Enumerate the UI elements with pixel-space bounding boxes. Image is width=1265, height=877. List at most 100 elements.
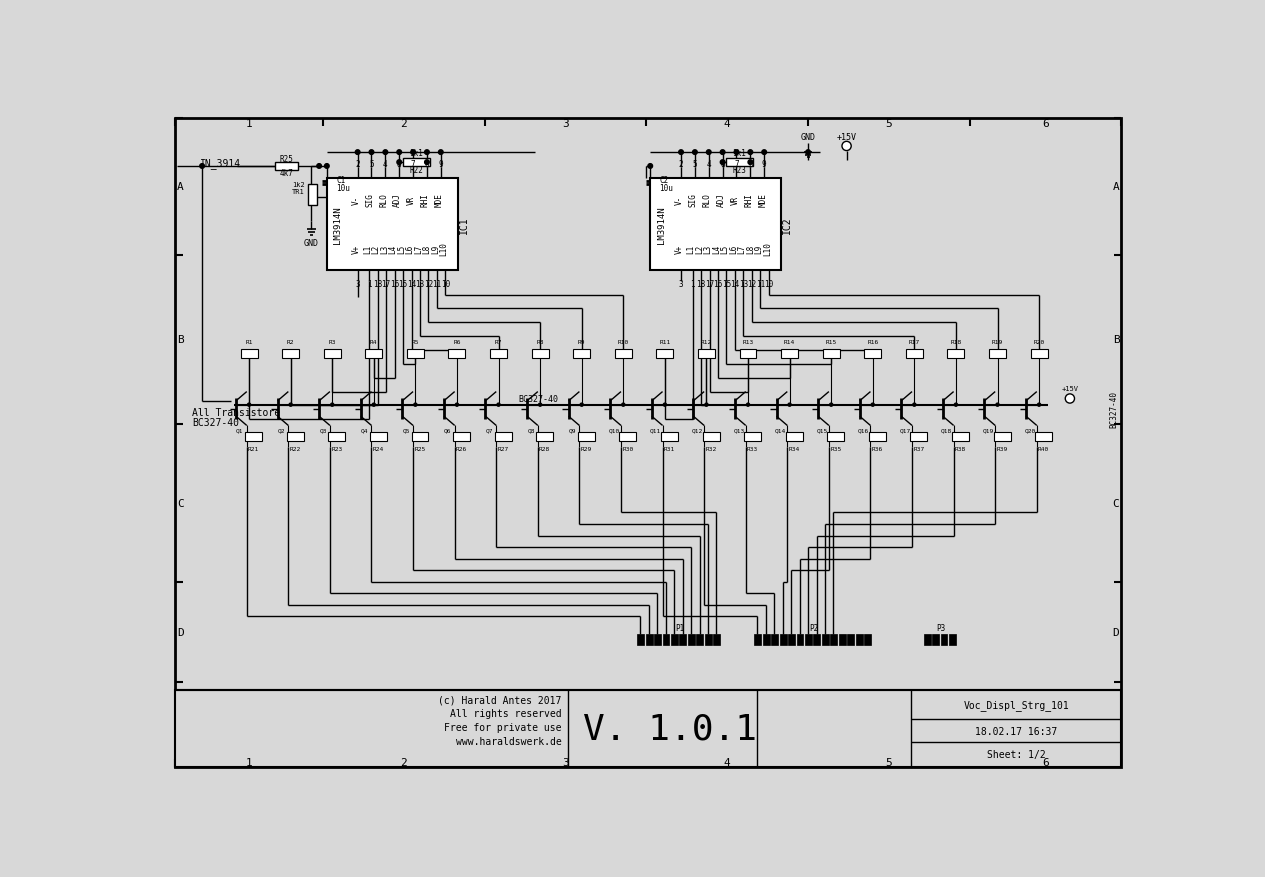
Text: 18: 18 [697, 280, 706, 289]
Bar [175, 690, 1122, 766]
Text: 4: 4 [724, 757, 731, 767]
Text: Q8: Q8 [528, 428, 535, 433]
Text: 3: 3 [355, 280, 361, 289]
Bar [754, 634, 762, 645]
Text: L3: L3 [703, 245, 712, 253]
Circle shape [439, 151, 443, 155]
Bar [989, 350, 1006, 359]
Text: Free for private use: Free for private use [444, 723, 562, 732]
Text: 8: 8 [397, 160, 401, 169]
Text: 10: 10 [764, 280, 773, 289]
Text: A: A [1113, 182, 1120, 192]
Text: L6: L6 [406, 245, 415, 253]
Text: IC2: IC2 [782, 216, 792, 233]
Text: (c) Harald Antes 2017: (c) Harald Antes 2017 [439, 695, 562, 704]
Circle shape [706, 151, 711, 155]
Circle shape [581, 403, 583, 407]
Text: R36: R36 [872, 446, 883, 452]
Bar [449, 350, 466, 359]
Text: 18: 18 [373, 280, 382, 289]
Bar [578, 432, 595, 441]
Text: 5: 5 [369, 160, 374, 169]
Text: +15V: +15V [1061, 385, 1078, 391]
Text: Q16: Q16 [858, 428, 869, 433]
Bar [276, 163, 299, 171]
Bar [654, 634, 662, 645]
Text: Q14: Q14 [774, 428, 786, 433]
Text: 12: 12 [748, 280, 756, 289]
Text: 3: 3 [562, 757, 569, 767]
Bar [786, 432, 803, 441]
Bar [670, 634, 678, 645]
Text: L10: L10 [763, 242, 772, 256]
Circle shape [705, 403, 708, 407]
Bar [726, 159, 754, 167]
Text: L9: L9 [431, 245, 440, 253]
Text: R13: R13 [743, 339, 754, 345]
Text: 9: 9 [762, 160, 767, 169]
Text: R28: R28 [539, 446, 550, 452]
Text: R11: R11 [659, 339, 670, 345]
Text: L3: L3 [380, 245, 390, 253]
Text: R23: R23 [732, 166, 746, 175]
Circle shape [325, 165, 329, 169]
Text: 10: 10 [440, 280, 450, 289]
Text: 7: 7 [734, 160, 739, 169]
Text: R40: R40 [1039, 446, 1050, 452]
Circle shape [497, 403, 500, 407]
Bar [245, 432, 262, 441]
Circle shape [913, 403, 916, 407]
Circle shape [996, 403, 999, 407]
Text: P1: P1 [674, 624, 684, 632]
Text: R10: R10 [617, 339, 629, 345]
Text: R5: R5 [411, 339, 419, 345]
Text: Q11: Q11 [650, 428, 662, 433]
Text: 6: 6 [1042, 118, 1049, 129]
Bar [856, 634, 863, 645]
Bar [781, 350, 798, 359]
Text: R39: R39 [997, 446, 1008, 452]
Text: 14: 14 [407, 280, 416, 289]
Text: R23: R23 [331, 446, 343, 452]
Text: L5: L5 [721, 245, 730, 253]
Text: 13: 13 [739, 280, 748, 289]
Text: L8: L8 [423, 245, 431, 253]
Bar [848, 634, 854, 645]
Text: GND: GND [304, 239, 319, 248]
Text: V. 1.0.1: V. 1.0.1 [583, 711, 758, 745]
Text: +15V: +15V [836, 133, 856, 142]
Circle shape [679, 151, 683, 155]
Text: R16: R16 [867, 339, 878, 345]
Text: Q1: Q1 [237, 428, 244, 433]
Text: 10u: 10u [336, 184, 350, 193]
Text: L9: L9 [754, 245, 763, 253]
Text: 2: 2 [401, 118, 407, 129]
Text: SIG: SIG [689, 193, 698, 207]
Text: R32: R32 [706, 446, 717, 452]
Circle shape [539, 403, 541, 407]
Text: Q15: Q15 [816, 428, 827, 433]
Text: Q17: Q17 [899, 428, 911, 433]
Text: Voc_Displ_Strg_101: Voc_Displ_Strg_101 [964, 699, 1069, 709]
Text: 1k2: 1k2 [292, 182, 305, 188]
Bar [662, 432, 678, 441]
Text: RHI: RHI [421, 193, 430, 207]
Text: R26: R26 [455, 446, 467, 452]
Text: D: D [177, 627, 183, 637]
Bar [772, 634, 778, 645]
Text: 2: 2 [401, 757, 407, 767]
Text: 4: 4 [706, 160, 711, 169]
Text: L5: L5 [397, 245, 406, 253]
Bar [366, 350, 382, 359]
Text: L6: L6 [729, 245, 737, 253]
Text: R7: R7 [495, 339, 502, 345]
Bar [404, 159, 430, 167]
Bar [779, 634, 787, 645]
Text: C: C [177, 498, 183, 509]
Bar [282, 350, 299, 359]
Text: Sheet: 1/2: Sheet: 1/2 [987, 749, 1046, 759]
Text: VR: VR [730, 196, 740, 204]
Text: 4: 4 [383, 160, 387, 169]
Text: R15: R15 [826, 339, 837, 345]
Text: IN_3914: IN_3914 [200, 158, 240, 169]
